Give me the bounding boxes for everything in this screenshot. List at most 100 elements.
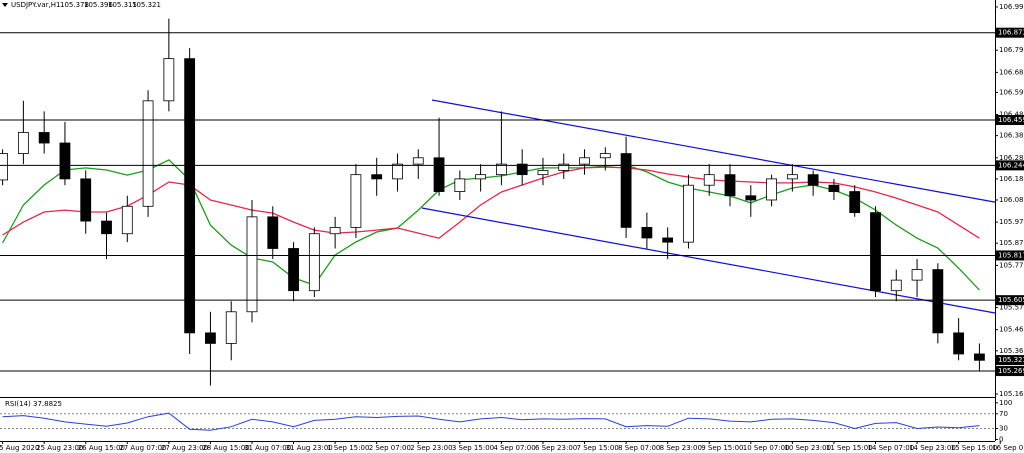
candle-body <box>849 191 861 214</box>
candle-body <box>890 279 902 292</box>
x-tick-label: 7 Sep 15:00 <box>577 444 619 452</box>
candle-body <box>828 184 840 192</box>
candle-body <box>537 170 549 176</box>
candle-body <box>579 157 590 165</box>
level-box <box>996 115 1024 126</box>
candle-body <box>683 184 694 243</box>
candle-body <box>620 153 632 228</box>
candle-body <box>745 195 757 201</box>
x-tick-label: 10 Sep 23:00 <box>784 444 831 452</box>
x-tick-label: 25 Aug 23:00 <box>36 444 83 452</box>
candle-body <box>350 174 362 228</box>
candle-body <box>288 248 299 292</box>
y-tick-label: 106.485 <box>999 111 1024 119</box>
candle-body <box>641 226 653 239</box>
candle-body <box>101 220 112 235</box>
x-tick-label: 11 Sep 15:00 <box>826 444 873 452</box>
level-box <box>996 250 1024 261</box>
x-tick-label: 27 Aug 23:00 <box>161 444 208 452</box>
x-tick-label: 2 Sep 07:00 <box>369 444 411 452</box>
level-box <box>996 366 1024 377</box>
level-label: 105.269 <box>998 367 1024 375</box>
rsi-line <box>2 412 980 431</box>
y-tick-label: 105.570 <box>999 304 1024 312</box>
x-tick-label: 14 Sep 23:00 <box>909 444 956 452</box>
x-tick-label: 6 Sep 23:00 <box>535 444 577 452</box>
y-tick-label: 0 <box>999 436 1003 444</box>
candle-body <box>308 233 320 292</box>
candle-body <box>163 58 175 102</box>
candle-body <box>17 132 29 154</box>
x-tick-label: 31 Aug 23:00 <box>286 444 333 452</box>
candle-body <box>932 269 944 334</box>
y-tick-label: 105.465 <box>999 326 1024 334</box>
candle-body <box>38 132 50 144</box>
x-tick-label: 8 Sep 07:00 <box>618 444 660 452</box>
y-tick-label: 106.180 <box>999 175 1024 183</box>
header-value: 105.321 <box>132 1 161 9</box>
candle-body <box>246 216 258 313</box>
candle-body <box>0 153 8 181</box>
x-tick-label: 9 Sep 15:00 <box>701 444 743 452</box>
y-tick-label: 105.875 <box>999 239 1024 247</box>
candle-body <box>184 58 196 334</box>
level-label: 106.873 <box>998 29 1024 37</box>
candle-body <box>703 174 715 186</box>
x-tick-label: 3 Sep 15:00 <box>452 444 494 452</box>
level-box <box>996 295 1024 306</box>
price-box <box>996 355 1024 366</box>
candle-body <box>786 174 798 180</box>
level-label: 105.605 <box>998 296 1024 304</box>
candle-body <box>870 212 881 292</box>
level-label: 106.244 <box>998 161 1024 169</box>
y-tick-label: 106.280 <box>999 154 1024 162</box>
header-value: 105.378 <box>60 1 89 9</box>
candle-body <box>80 178 92 222</box>
candle-body <box>412 157 424 165</box>
x-tick-label: 25 Aug 2020 <box>0 444 39 452</box>
chart-title: USDJPY.var,H1 <box>11 1 60 9</box>
y-tick-label: 100 <box>999 399 1012 407</box>
header-value: 105.396 <box>84 1 113 9</box>
x-tick-label: 27 Aug 07:00 <box>119 444 166 452</box>
level-label: 106.459 <box>998 116 1024 124</box>
candle-body <box>953 332 965 355</box>
candle-body <box>225 311 237 344</box>
candle-body <box>516 163 528 176</box>
y-tick-label: 106.995 <box>999 3 1024 11</box>
candle-body <box>974 353 985 361</box>
y-tick-label: 105.770 <box>999 261 1024 269</box>
x-tick-label: 1 Sep 15:00 <box>327 444 369 452</box>
candle-body <box>454 178 466 192</box>
candle-body <box>59 142 71 180</box>
rsi-value: 37.8825 <box>33 400 62 408</box>
x-tick-label: 31 Aug 07:00 <box>244 444 291 452</box>
level-label: 105.817 <box>998 251 1024 259</box>
candle-body <box>371 174 383 180</box>
x-tick-label: 8 Sep 23:00 <box>660 444 702 452</box>
y-tick-label: 30 <box>999 424 1008 432</box>
y-tick-label: 70 <box>999 410 1008 418</box>
x-tick-label: 28 Aug 15:00 <box>202 444 249 452</box>
candle-body <box>433 157 445 192</box>
y-tick-label: 105.160 <box>999 390 1024 398</box>
price-label: 105.321 <box>998 356 1024 364</box>
candle-body <box>807 174 819 186</box>
candle-body <box>599 153 611 159</box>
x-tick-label: 10 Sep 07:00 <box>743 444 790 452</box>
x-tick-label: 15 Sep 15:00 <box>951 444 998 452</box>
level-box <box>996 160 1024 171</box>
candle-body <box>724 174 736 197</box>
y-tick-label: 106.385 <box>999 132 1024 140</box>
x-tick-label: 2 Sep 23:00 <box>410 444 452 452</box>
y-tick-label: 106.080 <box>999 196 1024 204</box>
y-tick-label: 106.685 <box>999 68 1024 76</box>
candle-body <box>911 269 923 281</box>
y-tick-label: 105.365 <box>999 347 1024 355</box>
candle-body <box>121 205 133 235</box>
x-tick-label: 16 Sep 07:00 <box>992 444 1024 452</box>
candle-body <box>662 237 674 243</box>
candle-body <box>392 163 403 180</box>
y-tick-label: 105.975 <box>999 218 1024 226</box>
